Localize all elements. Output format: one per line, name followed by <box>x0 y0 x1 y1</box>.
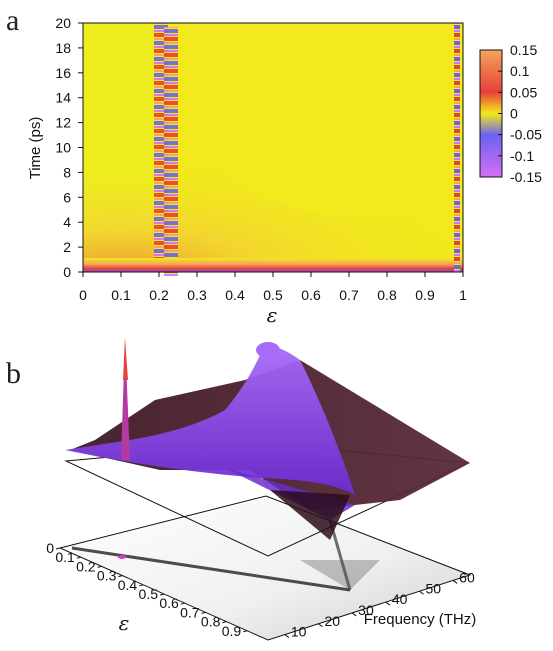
surface-frequency-tick-label: 40 <box>392 591 408 607</box>
heatmap-y-tick-label: 16 <box>55 65 71 81</box>
colorbar-tick-label: 0.1 <box>510 63 530 79</box>
floor-plane <box>58 495 472 641</box>
panel-label-b: b <box>6 357 21 390</box>
surface-x-label: Frequency (THz) <box>364 611 477 628</box>
heatmap-y-tick-label: 14 <box>55 90 71 106</box>
panel-label-a: a <box>6 4 19 37</box>
heatmap-x-label: ε <box>267 303 278 327</box>
heatmap-x-tick-label: 0.9 <box>415 287 435 303</box>
surface-frequency-tick-label: 20 <box>325 613 341 629</box>
heatmap-x-tick-label: 0.2 <box>149 287 169 303</box>
heatmap-x-tick-label: 0.6 <box>301 287 321 303</box>
surface-epsilon-tick-label: 0.4 <box>118 577 138 593</box>
heatmap-y-tick-label: 4 <box>63 214 71 230</box>
surface-frequency-tick-mark <box>284 634 290 638</box>
surface-y-label: ε <box>119 611 130 635</box>
heatmap-y-tick-label: 8 <box>63 164 71 180</box>
heatmap-x-ticks: 0 0.1 0.2 0.3 0.4 0.5 0.6 0.7 0.8 0.9 1 <box>79 272 467 303</box>
heatmap-y-tick-label: 6 <box>63 189 71 205</box>
heatmap-y-tick-label: 18 <box>55 40 71 56</box>
surface-frequency-tick-mark <box>318 623 323 628</box>
surface-epsilon-tick-label: 0.1 <box>55 549 75 565</box>
heatmap-x-tick-label: 0.1 <box>111 287 131 303</box>
colorbar-tick-label: 0 <box>510 106 518 122</box>
surface-epsilon-tick-label: 0.9 <box>222 623 242 639</box>
surface-epsilon-tick-mark <box>118 575 123 578</box>
surface-epsilon-tick-mark <box>55 547 61 550</box>
surface-frequency-tick-mark <box>452 580 458 584</box>
heatmap-x-tick-label: 0.7 <box>339 287 359 303</box>
heatmap-y-tick-label: 20 <box>55 15 71 31</box>
surface-epsilon-tick-label: 0.3 <box>97 568 117 584</box>
surface-epsilon-tick-label: 0.5 <box>139 586 159 602</box>
floor-ridge-line <box>71 546 351 592</box>
colorbar-tick-label: 0.15 <box>510 42 537 58</box>
heatmap-right-edge-band <box>454 23 460 272</box>
heatmap-x-tick-label: 0.3 <box>187 287 207 303</box>
surface-epsilon-tick-label: 0.2 <box>76 558 96 574</box>
heatmap-y-label: Time (ps) <box>27 117 44 180</box>
surface-epsilon-tick-label: 0.7 <box>180 604 200 620</box>
heatmap-y-tick-label: 10 <box>55 140 71 156</box>
surface-frequency-tick-mark <box>419 590 424 595</box>
surface-epsilon-tick-label: 0 <box>46 540 54 556</box>
heatmap-oscillating-band-2 <box>164 27 178 276</box>
colorbar-tick-label: 0.05 <box>510 84 537 100</box>
heatmap-y-tick-label: 0 <box>63 264 71 280</box>
surface-frequency-tick-mark <box>351 612 357 617</box>
surface-epsilon-tick-mark <box>222 621 227 624</box>
surface-epsilon-tick-mark <box>139 584 144 587</box>
surface-frequency-tick-label: 50 <box>426 580 442 596</box>
surface-frequency-ticks: 10 20 30 40 50 60 <box>284 569 475 640</box>
colorbar-tick-label: -0.1 <box>510 148 534 164</box>
surface-plot <box>58 338 472 641</box>
heatmap-bottom-band <box>83 258 463 272</box>
heatmap-x-tick-label: 1 <box>459 287 467 303</box>
heatmap-x-tick-label: 0.5 <box>263 287 283 303</box>
heatmap-plot <box>82 22 464 276</box>
surface-frequency-tick-label: 30 <box>358 602 374 618</box>
heatmap-x-tick-label: 0 <box>79 287 87 303</box>
surface-frequency-tick-label: 60 <box>459 569 475 585</box>
surface-spike <box>121 338 130 460</box>
surface-spike-tip <box>123 338 128 380</box>
surface-epsilon-tick-mark <box>243 630 248 633</box>
floor-hotspot <box>118 555 126 559</box>
colorbar-tick-label: -0.05 <box>510 127 542 143</box>
surface-ridge <box>65 346 355 495</box>
surface-frequency-tick-label: 10 <box>291 624 307 640</box>
heatmap-y-ticks: 0 2 4 6 8 10 12 14 16 18 20 <box>55 15 83 280</box>
surface-epsilon-ticks: 00.10.20.30.40.50.60.70.80.9 <box>46 540 248 639</box>
floor-shadow <box>300 560 380 590</box>
heatmap-y-tick-label: 2 <box>63 239 71 255</box>
surface-epsilon-tick-label: 0.8 <box>201 614 221 630</box>
heatmap-x-tick-label: 0.8 <box>377 287 397 303</box>
surface-epsilon-tick-mark <box>159 593 165 596</box>
surface-epsilon-tick-mark <box>76 556 81 559</box>
surface-epsilon-tick-label: 0.6 <box>159 595 179 611</box>
surface-epsilon-tick-mark <box>97 565 102 568</box>
colorbar-ticks: 0.15 0.1 0.05 0 -0.05 -0.1 -0.15 <box>498 42 542 185</box>
surface-epsilon-tick-mark <box>180 602 185 605</box>
heatmap-x-tick-label: 0.4 <box>225 287 245 303</box>
heatmap-y-tick-label: 12 <box>55 115 71 131</box>
colorbar-tick-label: -0.15 <box>510 169 542 185</box>
surface-frequency-tick-mark <box>385 601 391 606</box>
surface-hump <box>256 342 280 358</box>
surface-dark-wedge <box>270 490 350 540</box>
surface-epsilon-tick-mark <box>201 611 206 614</box>
